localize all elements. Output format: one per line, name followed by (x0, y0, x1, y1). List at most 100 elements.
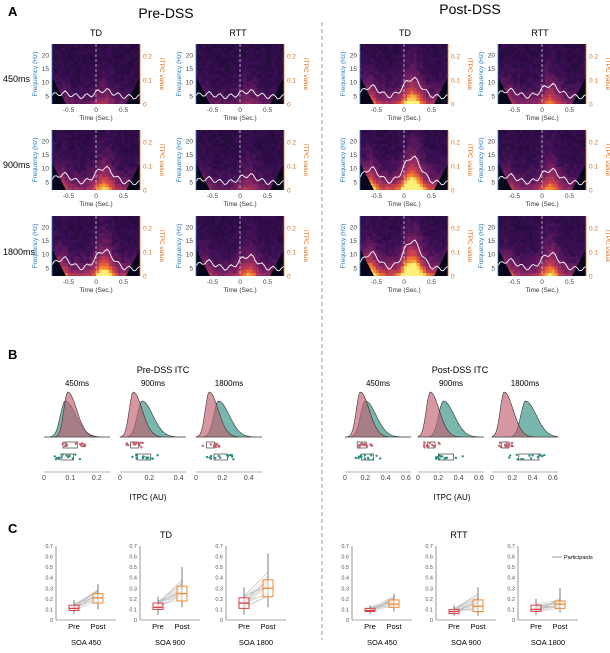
map-pre-rtt-450ms-freq-tick: 20 (186, 52, 194, 59)
col-title-pre-td: TD (90, 28, 102, 38)
map-pre-td-450ms-itpc-trace (51, 87, 141, 100)
itc-post-1800ms-point-rtt (528, 454, 531, 457)
itc-post-1800ms-point-td (507, 446, 510, 449)
itc-post-1800ms-title: 1800ms (511, 379, 539, 388)
itc-post-900ms-point-td (423, 446, 426, 449)
tf-maps-group: 20 15 10 5 Frequency (Hz) 0.2 0.1 0 ITPC value -0… (32, 44, 610, 294)
map-post-td-900ms-time-tick: -0.5 (371, 193, 383, 200)
map-post-rtt-900ms-itpc-label: ITPC value (604, 144, 610, 177)
map-pre-td-1800ms-itpc-tick: 0.1 (143, 250, 152, 257)
box-td-soa900-xlabel-pre: Pre (152, 622, 164, 631)
box-td-soa450-y-tick: 0.6 (45, 555, 53, 561)
panel-label-b: B (8, 347, 17, 362)
box-rtt-soa900-participant-line (453, 597, 479, 609)
itc-pre-900ms-point-td (140, 446, 143, 449)
row-label-450: 450ms (3, 74, 31, 84)
map-post-rtt-1800ms-freq-tick: 15 (488, 238, 496, 245)
box-rtt-soa450-y-tick: 0.2 (341, 597, 349, 603)
box-td-soa1800-y-tick: 0.4 (215, 576, 223, 582)
map-pre-rtt-1800ms-itpc-trace (195, 253, 285, 272)
box-rtt-soa1800-box-pre (530, 604, 542, 613)
itc-post-1800ms-point-rtt (531, 454, 534, 457)
map-post-rtt-1800ms-itpc-tick: 0 (589, 274, 593, 281)
itc-post-1800ms-tick: 0.2 (507, 475, 517, 482)
map-post-rtt-900ms-freq-tick: 10 (488, 166, 496, 173)
col-title-post-td: TD (399, 28, 411, 38)
itc-post-450ms-title: 450ms (366, 379, 390, 388)
box-rtt-soa1800-y-tick: 0.4 (507, 576, 515, 582)
box-rtt-soa450-y-tick: 0 (346, 618, 349, 624)
box-td-soa450-participant-line (73, 589, 99, 606)
map-post-td-1800ms-freq-tick: 10 (350, 252, 358, 259)
map-pre-td-450ms-time-tick: 0 (94, 107, 98, 114)
itc-post-900ms-title: 900ms (439, 379, 463, 388)
map-post-rtt-900ms-freq-label: Frequency (Hz) (478, 138, 485, 183)
itc-pre-900ms-point-td (139, 441, 142, 444)
map-post-rtt-900ms-itpc-tick: 0.2 (589, 140, 598, 147)
map-pre-rtt-450ms-itpc-label: ITPC value (302, 58, 309, 91)
map-pre-td-900ms-freq-tick: 20 (42, 138, 50, 145)
map-pre-td-900ms-time-tick: 0.5 (119, 193, 128, 200)
itc-pre-1800ms-point-rtt (231, 455, 234, 458)
box-rtt-soa900-xlabel-pre: Pre (448, 622, 460, 631)
map-pre-rtt-900ms-itpc-tick: 0.2 (287, 140, 296, 147)
itc-pre-450ms-point-rtt (60, 456, 63, 459)
map-post-rtt-450ms-coi-left (498, 77, 512, 104)
map-post-rtt-900ms-freq-tick: 20 (488, 138, 496, 145)
box-rtt-soa1800-y-tick: 0.1 (507, 607, 515, 613)
map-post-td-1800ms: 20 15 10 5 Frequency (Hz) 0.2 0.1 0 ITPC value -0… (340, 216, 473, 294)
map-post-rtt-1800ms-time-tick: -0.5 (509, 279, 521, 286)
map-pre-rtt-900ms-freq-tick: 15 (186, 152, 194, 159)
map-post-td-900ms-freq-tick: 20 (350, 138, 358, 145)
box-td-soa900-y-tick: 0.2 (129, 597, 137, 603)
itc-post-900ms-point-rtt (436, 456, 440, 459)
itc-pre-450ms-point-rtt (54, 458, 58, 461)
box-td-soa450-y-tick: 0.7 (45, 544, 53, 550)
map-post-td-1800ms-time-tick: 0 (402, 279, 406, 286)
itc-post-1800ms-point-rtt (515, 453, 518, 456)
map-pre-rtt-450ms: 20 15 10 5 Frequency (Hz) 0.2 0.1 0 ITPC value -0… (176, 44, 309, 122)
itc-post-1800ms-point-rtt (529, 457, 533, 460)
itc-pre-900ms-point-rtt (135, 457, 139, 461)
map-post-td-450ms-freq-tick: 15 (350, 66, 358, 73)
itc-post-900ms-point-rtt (454, 456, 458, 460)
box-td-soa1800-participant-line (243, 571, 269, 597)
map-post-rtt-450ms-time-tick: -0.5 (509, 107, 521, 114)
itc-post-1800ms-point-rtt (508, 456, 511, 459)
map-post-td-900ms-freq-tick: 5 (353, 179, 357, 186)
group-title-rtt: RTT (450, 530, 468, 540)
itc-pre-450ms-point-rtt (61, 453, 64, 456)
map-post-td-900ms-coi-left (360, 163, 374, 190)
map-pre-td-450ms: 20 15 10 5 Frequency (Hz) 0.2 0.1 0 ITPC value -0… (32, 44, 165, 122)
map-pre-rtt-1800ms-itpc-label: ITPC value (302, 230, 309, 263)
map-pre-td-1800ms-coi-left (52, 249, 66, 276)
map-pre-rtt-1800ms-time-tick: -0.5 (207, 279, 219, 286)
box-rtt-soa900-y-tick: 0.6 (425, 555, 433, 561)
box-rtt-soa900-xlabel-post: Post (470, 622, 486, 631)
box-td-soa450-y-tick: 0.5 (45, 565, 53, 571)
itc-post-1800ms-point-rtt (516, 458, 519, 461)
map-post-td-900ms-itpc-tick: 0 (451, 188, 455, 195)
itc-post-1800ms-point-td (504, 445, 507, 448)
itc-pre-900ms-title: 900ms (141, 379, 165, 388)
map-pre-td-450ms-freq-label: Frequency (Hz) (32, 52, 39, 97)
map-post-rtt-450ms-itpc-tick: 0.1 (589, 78, 598, 85)
map-pre-rtt-1800ms-itpc-tick: 0 (287, 274, 291, 281)
itc-pre-900ms-point-td (141, 441, 144, 445)
itc-post-450ms-point-rtt (357, 457, 360, 460)
map-pre-td-1800ms-time-label: Time (Sec.) (79, 287, 112, 294)
map-pre-td-450ms-time-tick: -0.5 (63, 107, 75, 114)
itc-pre-450ms-point-rtt (68, 454, 71, 458)
itc-post-1800ms-tick: 0.6 (548, 475, 558, 482)
map-pre-rtt-1800ms: 20 15 10 5 Frequency (Hz) 0.2 0.1 0 ITPC value -0… (176, 216, 309, 294)
itc-post-900ms-point-td (428, 442, 432, 445)
itc-post-450ms-tick: 0.6 (401, 475, 411, 482)
box-rtt-soa900-y-tick: 0 (430, 618, 433, 624)
map-pre-td-450ms-itpc-label: ITPC value (158, 58, 165, 91)
itc-post-1800ms-point-td (510, 441, 514, 445)
box-td-soa1800-xlabel-pre: Pre (238, 622, 250, 631)
itc-post-450ms-tick: 0.2 (360, 475, 370, 482)
itc-pre-450ms-density-td (44, 391, 110, 438)
